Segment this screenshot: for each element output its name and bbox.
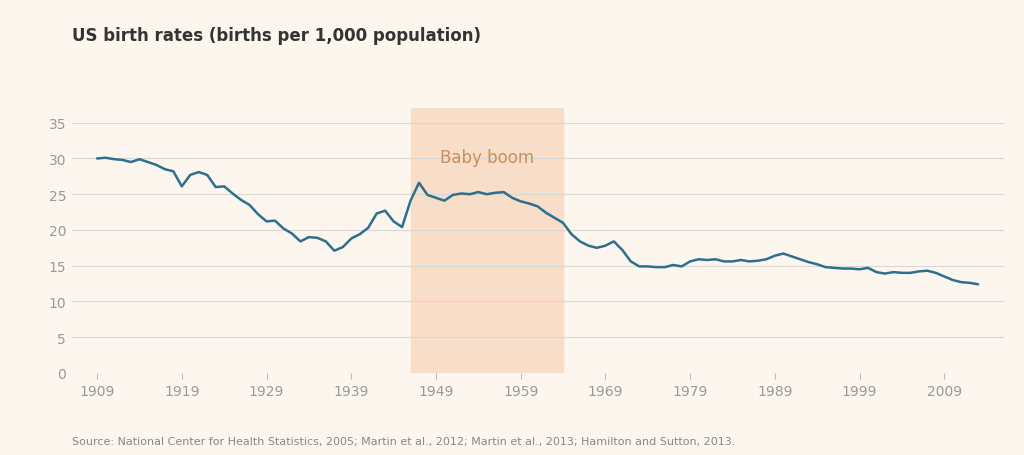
Text: Baby boom: Baby boom: [439, 148, 534, 167]
Text: Source: National Center for Health Statistics, 2005; Martin et al., 2012; Martin: Source: National Center for Health Stati…: [72, 436, 735, 446]
Text: US birth rates (births per 1,000 population): US birth rates (births per 1,000 populat…: [72, 27, 480, 45]
Bar: [411, 109, 563, 373]
